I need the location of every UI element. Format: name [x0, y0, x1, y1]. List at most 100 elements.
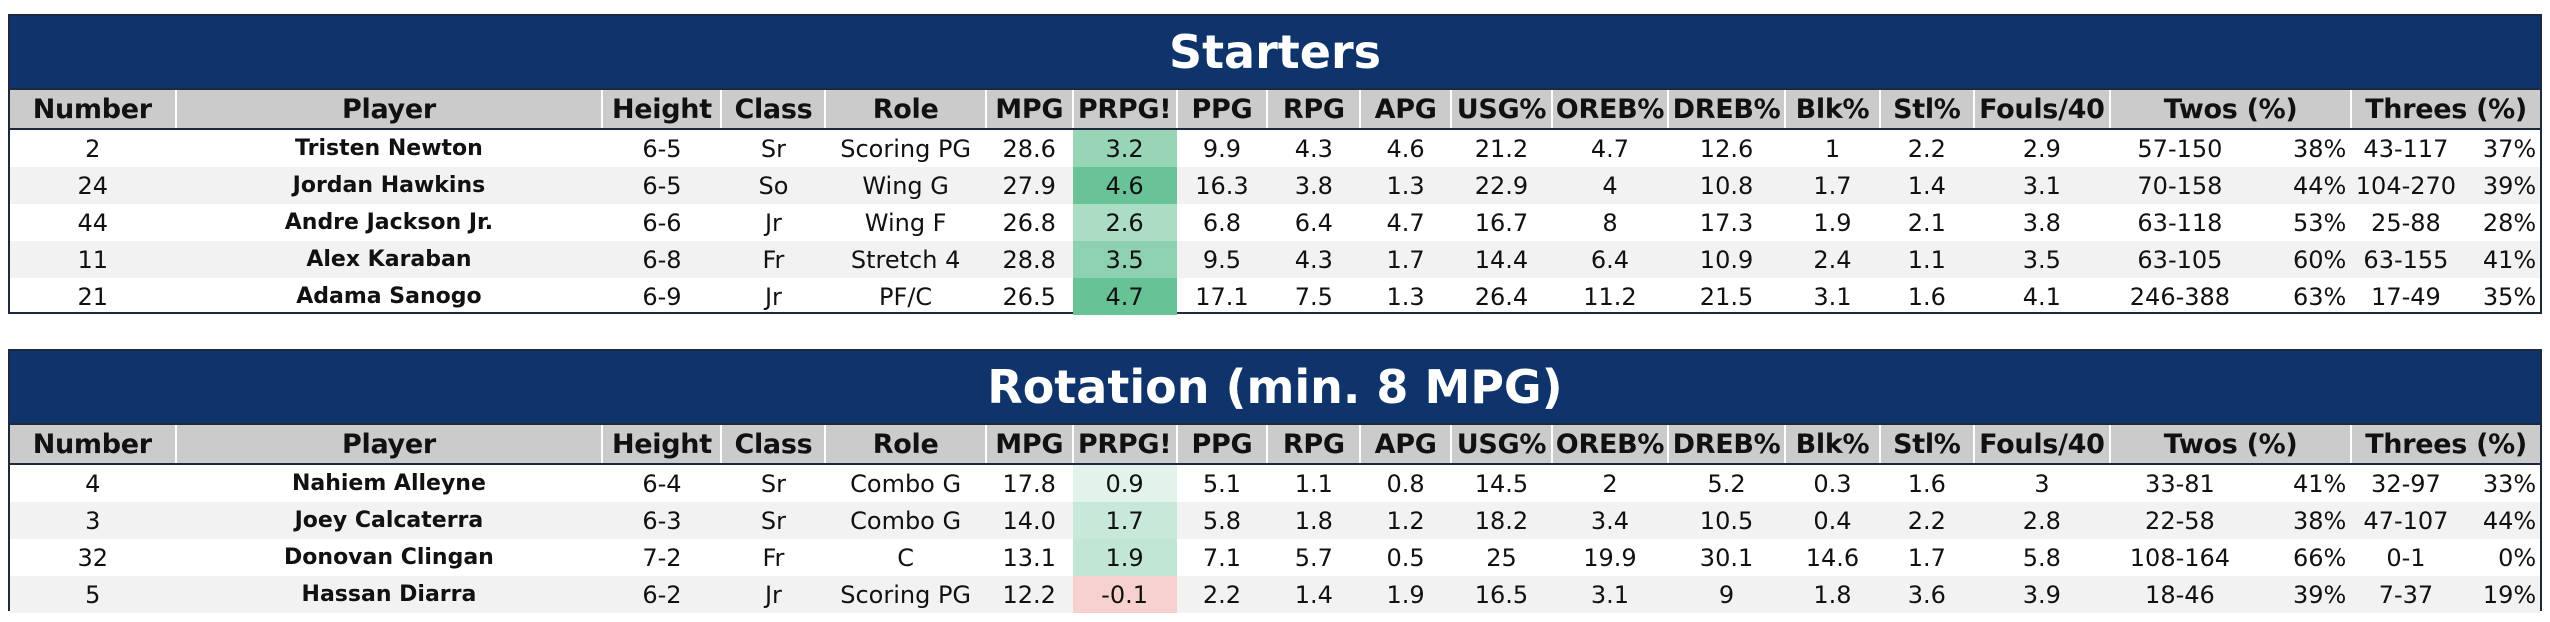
cell-fouls: 3 [2034, 469, 2050, 498]
cell-dreb: 9 [1667, 576, 1786, 613]
cell-stl: 1.4 [1879, 167, 1974, 204]
cell-blk: 0.3 [1813, 469, 1852, 498]
cell-player: Alex Karaban [175, 241, 603, 278]
cell-number: 32 [77, 543, 109, 572]
cell-player: Adama Sanogo [296, 284, 482, 309]
cell-ppg: 6.8 [1202, 208, 1242, 237]
header-blk: Blk% [1784, 88, 1880, 130]
table-row: 11 Alex Karaban 6-8 Fr Stretch 4 28.8 3.5 9.5 4.… [10, 241, 2540, 278]
cell-stl: 2.1 [1907, 208, 1946, 237]
cell-dreb: 10.9 [1667, 241, 1786, 278]
cell-rpg: 5.7 [1294, 543, 1333, 572]
threes-made-attempts: 25-88 [2371, 208, 2441, 237]
cell-fouls: 3.8 [2022, 208, 2061, 237]
threes-made-attempts: 104-270 [2355, 171, 2457, 200]
cell-threes: 43-117 37% [2351, 129, 2540, 167]
cell-usg: 26.4 [1474, 282, 1529, 311]
cell-blk: 1 [1824, 134, 1841, 163]
cell-twos: 63-118 53% [2110, 204, 2351, 241]
cell-player: Jordan Hawkins [175, 167, 603, 204]
twos-made-attempts: 246-388 [2129, 282, 2231, 311]
cell-prpg: 3.5 [1072, 241, 1177, 278]
cell-role: Combo G [825, 502, 986, 539]
cell-number: 3 [10, 502, 176, 539]
starters-table: Starters Number Player Height Class Role MPG P… [8, 14, 2542, 315]
cell-oreb: 4.7 [1590, 134, 1630, 163]
cell-apg: 4.6 [1386, 134, 1425, 163]
cell-mpg: 17.8 [1002, 469, 1056, 498]
header-dreb: DREB% [1666, 88, 1786, 130]
cell-role: C [897, 543, 914, 572]
threes-percentage: 35% [2482, 282, 2537, 311]
cell-class: Sr [721, 502, 826, 539]
stats-table: Number Player Height Class Role MPG PRPG! PPG RP… [10, 423, 2540, 613]
header-fouls40: Fouls/40 [1972, 423, 2110, 465]
table-row: 5 Hassan Diarra 6-2 Jr Scoring PG 12.2 -0.1 2.2… [10, 576, 2540, 613]
cell-player: Tristen Newton [295, 136, 483, 161]
cell-mpg: 13.1 [1002, 543, 1056, 572]
cell-fouls: 2.9 [2022, 134, 2061, 163]
cell-twos: 33-81 41% [2110, 464, 2351, 502]
cell-ppg: 5.1 [1202, 469, 1242, 498]
cell-player: Joey Calcaterra [175, 502, 603, 539]
header-row: Number Player Height Class Role MPG PRPG! PPG RP… [10, 423, 2540, 465]
cell-stl: 2.2 [1907, 134, 1946, 163]
cell-height: 7-2 [642, 543, 682, 572]
cell-ppg: 2.2 [1176, 576, 1268, 613]
cell-number: 4 [85, 469, 101, 498]
threes-made-attempts: 17-49 [2371, 282, 2441, 311]
cell-threes: 0-1 0% [2351, 539, 2540, 576]
cell-role: Scoring PG [840, 134, 972, 163]
cell-rpg: 1.1 [1294, 469, 1333, 498]
cell-apg: 1.9 [1360, 576, 1452, 613]
cell-ppg: 9.5 [1176, 241, 1268, 278]
cell-threes: 32-97 33% [2351, 464, 2540, 502]
cell-prpg: 2.6 [1072, 204, 1177, 241]
cell-oreb: 6.4 [1551, 241, 1668, 278]
header-height: Height [601, 88, 722, 130]
cell-fouls: 3.1 [1973, 167, 2110, 204]
cell-apg: 1.2 [1360, 502, 1452, 539]
header-ppg: PPG [1175, 88, 1268, 130]
header-apg: APG [1359, 423, 1452, 465]
threes-percentage: 37% [2482, 134, 2537, 163]
twos-made-attempts: 18-46 [2145, 580, 2215, 609]
cell-usg: 14.4 [1451, 241, 1552, 278]
cell-twos: 63-105 60% [2109, 241, 2352, 278]
header-twos: Twos (%) [2108, 423, 2352, 465]
header-blk: Blk% [1784, 423, 1880, 465]
cell-fouls: 5.8 [2022, 543, 2061, 572]
cell-twos: 18-46 39% [2109, 576, 2352, 613]
twos-made-attempts: 33-81 [2145, 469, 2215, 498]
cell-usg: 21.2 [1474, 134, 1529, 163]
cell-stl: 1.6 [1907, 469, 1946, 498]
threes-made-attempts: 43-117 [2363, 134, 2449, 163]
cell-role: Stretch 4 [825, 241, 986, 278]
cell-height: 6-6 [642, 208, 682, 237]
threes-percentage: 0% [2498, 543, 2537, 572]
header-number: Number [10, 423, 176, 465]
cell-usg: 18.2 [1451, 502, 1552, 539]
cell-number: 21 [77, 282, 109, 311]
twos-percentage: 41% [2292, 469, 2347, 498]
cell-stl: 1.6 [1907, 282, 1946, 311]
cell-threes: 7-37 19% [2351, 576, 2540, 613]
cell-stl: 2.2 [1879, 502, 1974, 539]
cell-apg: 0.8 [1386, 469, 1425, 498]
cell-prpg: 1.9 [1072, 539, 1177, 576]
cell-blk: 2.4 [1785, 241, 1880, 278]
cell-dreb: 10.5 [1667, 502, 1786, 539]
cell-class: Jr [721, 576, 826, 613]
header-stl: Stl% [1878, 423, 1974, 465]
cell-role: Combo G [850, 469, 962, 498]
header-usg: USG% [1450, 423, 1552, 465]
threes-percentage: 28% [2482, 208, 2537, 237]
threes-percentage: 39% [2482, 171, 2537, 200]
cell-rpg: 7.5 [1294, 282, 1333, 311]
cell-ppg: 7.1 [1202, 543, 1242, 572]
cell-class: Fr [721, 241, 826, 278]
cell-player: Andre Jackson Jr. [284, 210, 494, 235]
cell-height: 6-8 [602, 241, 722, 278]
cell-threes: 63-155 41% [2351, 241, 2540, 278]
cell-threes: 25-88 28% [2351, 204, 2540, 241]
